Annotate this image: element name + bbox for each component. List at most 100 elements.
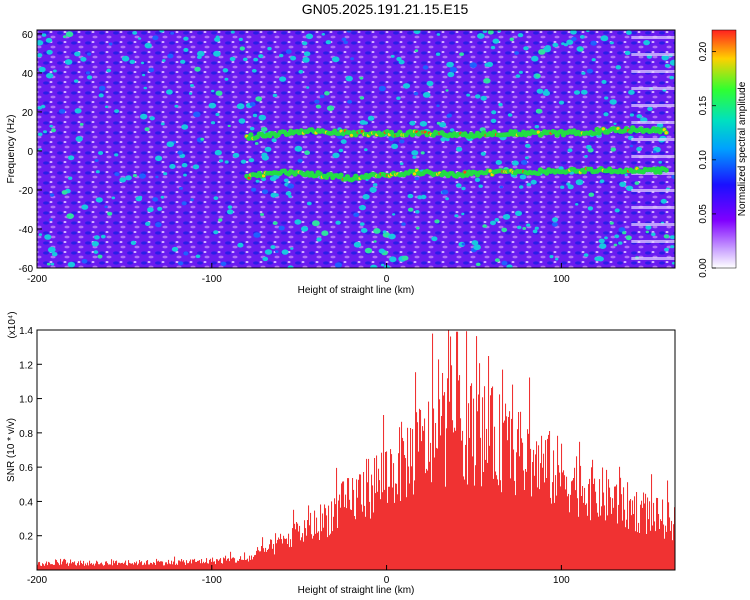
snr-bar <box>178 560 180 570</box>
snr-bar <box>237 560 239 570</box>
snr-bar <box>456 331 458 570</box>
heatmap-speckle <box>130 240 137 245</box>
snr-bar <box>238 561 240 570</box>
snr-bar <box>434 457 436 570</box>
snr-bar <box>210 558 212 570</box>
snr-bar <box>588 484 590 570</box>
snr-bar <box>326 515 328 570</box>
heatmap-speckle <box>558 100 565 105</box>
heatmap-speckle <box>455 146 463 152</box>
heatmap-speckle <box>270 245 276 250</box>
snr-x-tick-label: -200 <box>27 575 47 586</box>
snr-bar <box>176 563 178 570</box>
snr-bar <box>643 492 645 570</box>
snr-bar <box>150 562 152 570</box>
heatmap-speckle <box>345 75 353 82</box>
snr-bar <box>403 441 405 570</box>
snr-bar <box>497 479 499 570</box>
snr-bar <box>231 558 233 570</box>
snr-panel: -200 -100 0 100 0.2 0.4 0.6 0.8 1.0 1.2 1.4 (x10⁴… <box>6 311 676 596</box>
heatmap-speckle <box>619 181 627 187</box>
heatmap-speckle <box>532 229 538 234</box>
snr-bar <box>454 427 456 570</box>
snr-bar <box>325 508 327 570</box>
heatmap-speckle <box>224 77 229 81</box>
heatmap-speckle <box>125 175 132 181</box>
snr-bar <box>584 487 586 570</box>
snr-bar <box>157 561 159 570</box>
snr-bar <box>550 497 552 570</box>
snr-bar <box>377 491 379 570</box>
snr-bar <box>426 468 428 570</box>
heatmap-speckle <box>107 211 113 216</box>
heatmap-speckle <box>586 68 594 74</box>
snr-bar <box>242 559 244 570</box>
snr-bar <box>566 476 568 570</box>
heatmap-speckle <box>139 173 146 179</box>
heatmap-speckle <box>177 261 184 266</box>
snr-bar <box>107 563 109 570</box>
snr-bar <box>279 539 281 570</box>
colorbar-label: Normalized spectral amplitude <box>737 81 748 216</box>
snr-x-ticks: -200 -100 0 100 <box>27 565 570 586</box>
heatmap-speckle <box>51 128 56 133</box>
snr-bar <box>602 467 604 570</box>
heatmap-speckle <box>152 35 159 41</box>
heatmap-band <box>631 70 675 73</box>
snr-bar <box>215 564 217 570</box>
heatmap-speckle <box>594 256 601 262</box>
heatmap-ridge-point <box>338 172 344 178</box>
heatmap-band <box>631 172 675 175</box>
heatmap-speckle <box>483 78 491 84</box>
snr-bar <box>604 505 606 570</box>
heatmap-speckle <box>334 262 342 268</box>
snr-bar <box>287 544 289 570</box>
heatmap-speckle <box>389 256 397 263</box>
heatmap-speckle <box>378 85 386 92</box>
snr-bar <box>416 412 418 570</box>
snr-bar <box>489 445 491 570</box>
snr-bar <box>554 502 556 570</box>
snr-bar <box>551 503 553 570</box>
heatmap-speckle <box>661 54 669 61</box>
heatmap-speckle <box>555 257 559 261</box>
snr-bar <box>555 475 557 570</box>
heatmap-speckle <box>398 59 405 65</box>
snr-bar <box>71 563 73 570</box>
snr-bar <box>568 493 570 570</box>
snr-bar <box>299 525 301 570</box>
snr-bar <box>587 515 589 570</box>
snr-bar <box>364 505 366 570</box>
heatmap-speckle <box>359 120 367 125</box>
snr-bar <box>46 561 48 570</box>
heatmap-speckle <box>229 56 236 62</box>
heatmap-speckle <box>501 227 508 233</box>
heatmap-speckle <box>325 40 332 45</box>
snr-bar <box>208 563 210 570</box>
snr-bar <box>482 397 484 570</box>
snr-bar <box>235 562 237 570</box>
heatmap-ridge-point <box>464 173 470 178</box>
snr-bar <box>161 561 163 570</box>
heatmap-speckle <box>516 225 522 230</box>
heatmap-speckle <box>316 237 322 242</box>
heatmap-speckle <box>129 59 136 64</box>
heatmap-speckle <box>446 113 452 118</box>
snr-bar <box>512 384 514 570</box>
heatmap-speckle <box>575 179 584 186</box>
snr-bar <box>428 401 430 570</box>
snr-bar <box>106 561 108 570</box>
heatmap-speckle <box>319 94 325 99</box>
snr-bar <box>405 458 407 570</box>
heatmap-speckle <box>420 194 427 200</box>
heatmap-speckle <box>252 113 258 118</box>
heatmap-speckle <box>95 170 100 174</box>
heatmap-speckle <box>75 136 83 142</box>
heatmap-speckle <box>618 227 626 233</box>
snr-bar <box>346 508 348 570</box>
heatmap-y-tick-label: 60 <box>22 30 34 41</box>
snr-y-tick-label: 0.6 <box>19 463 33 474</box>
heatmap-speckle <box>255 179 260 183</box>
heatmap-speckle <box>210 121 216 125</box>
snr-bar <box>634 496 636 570</box>
